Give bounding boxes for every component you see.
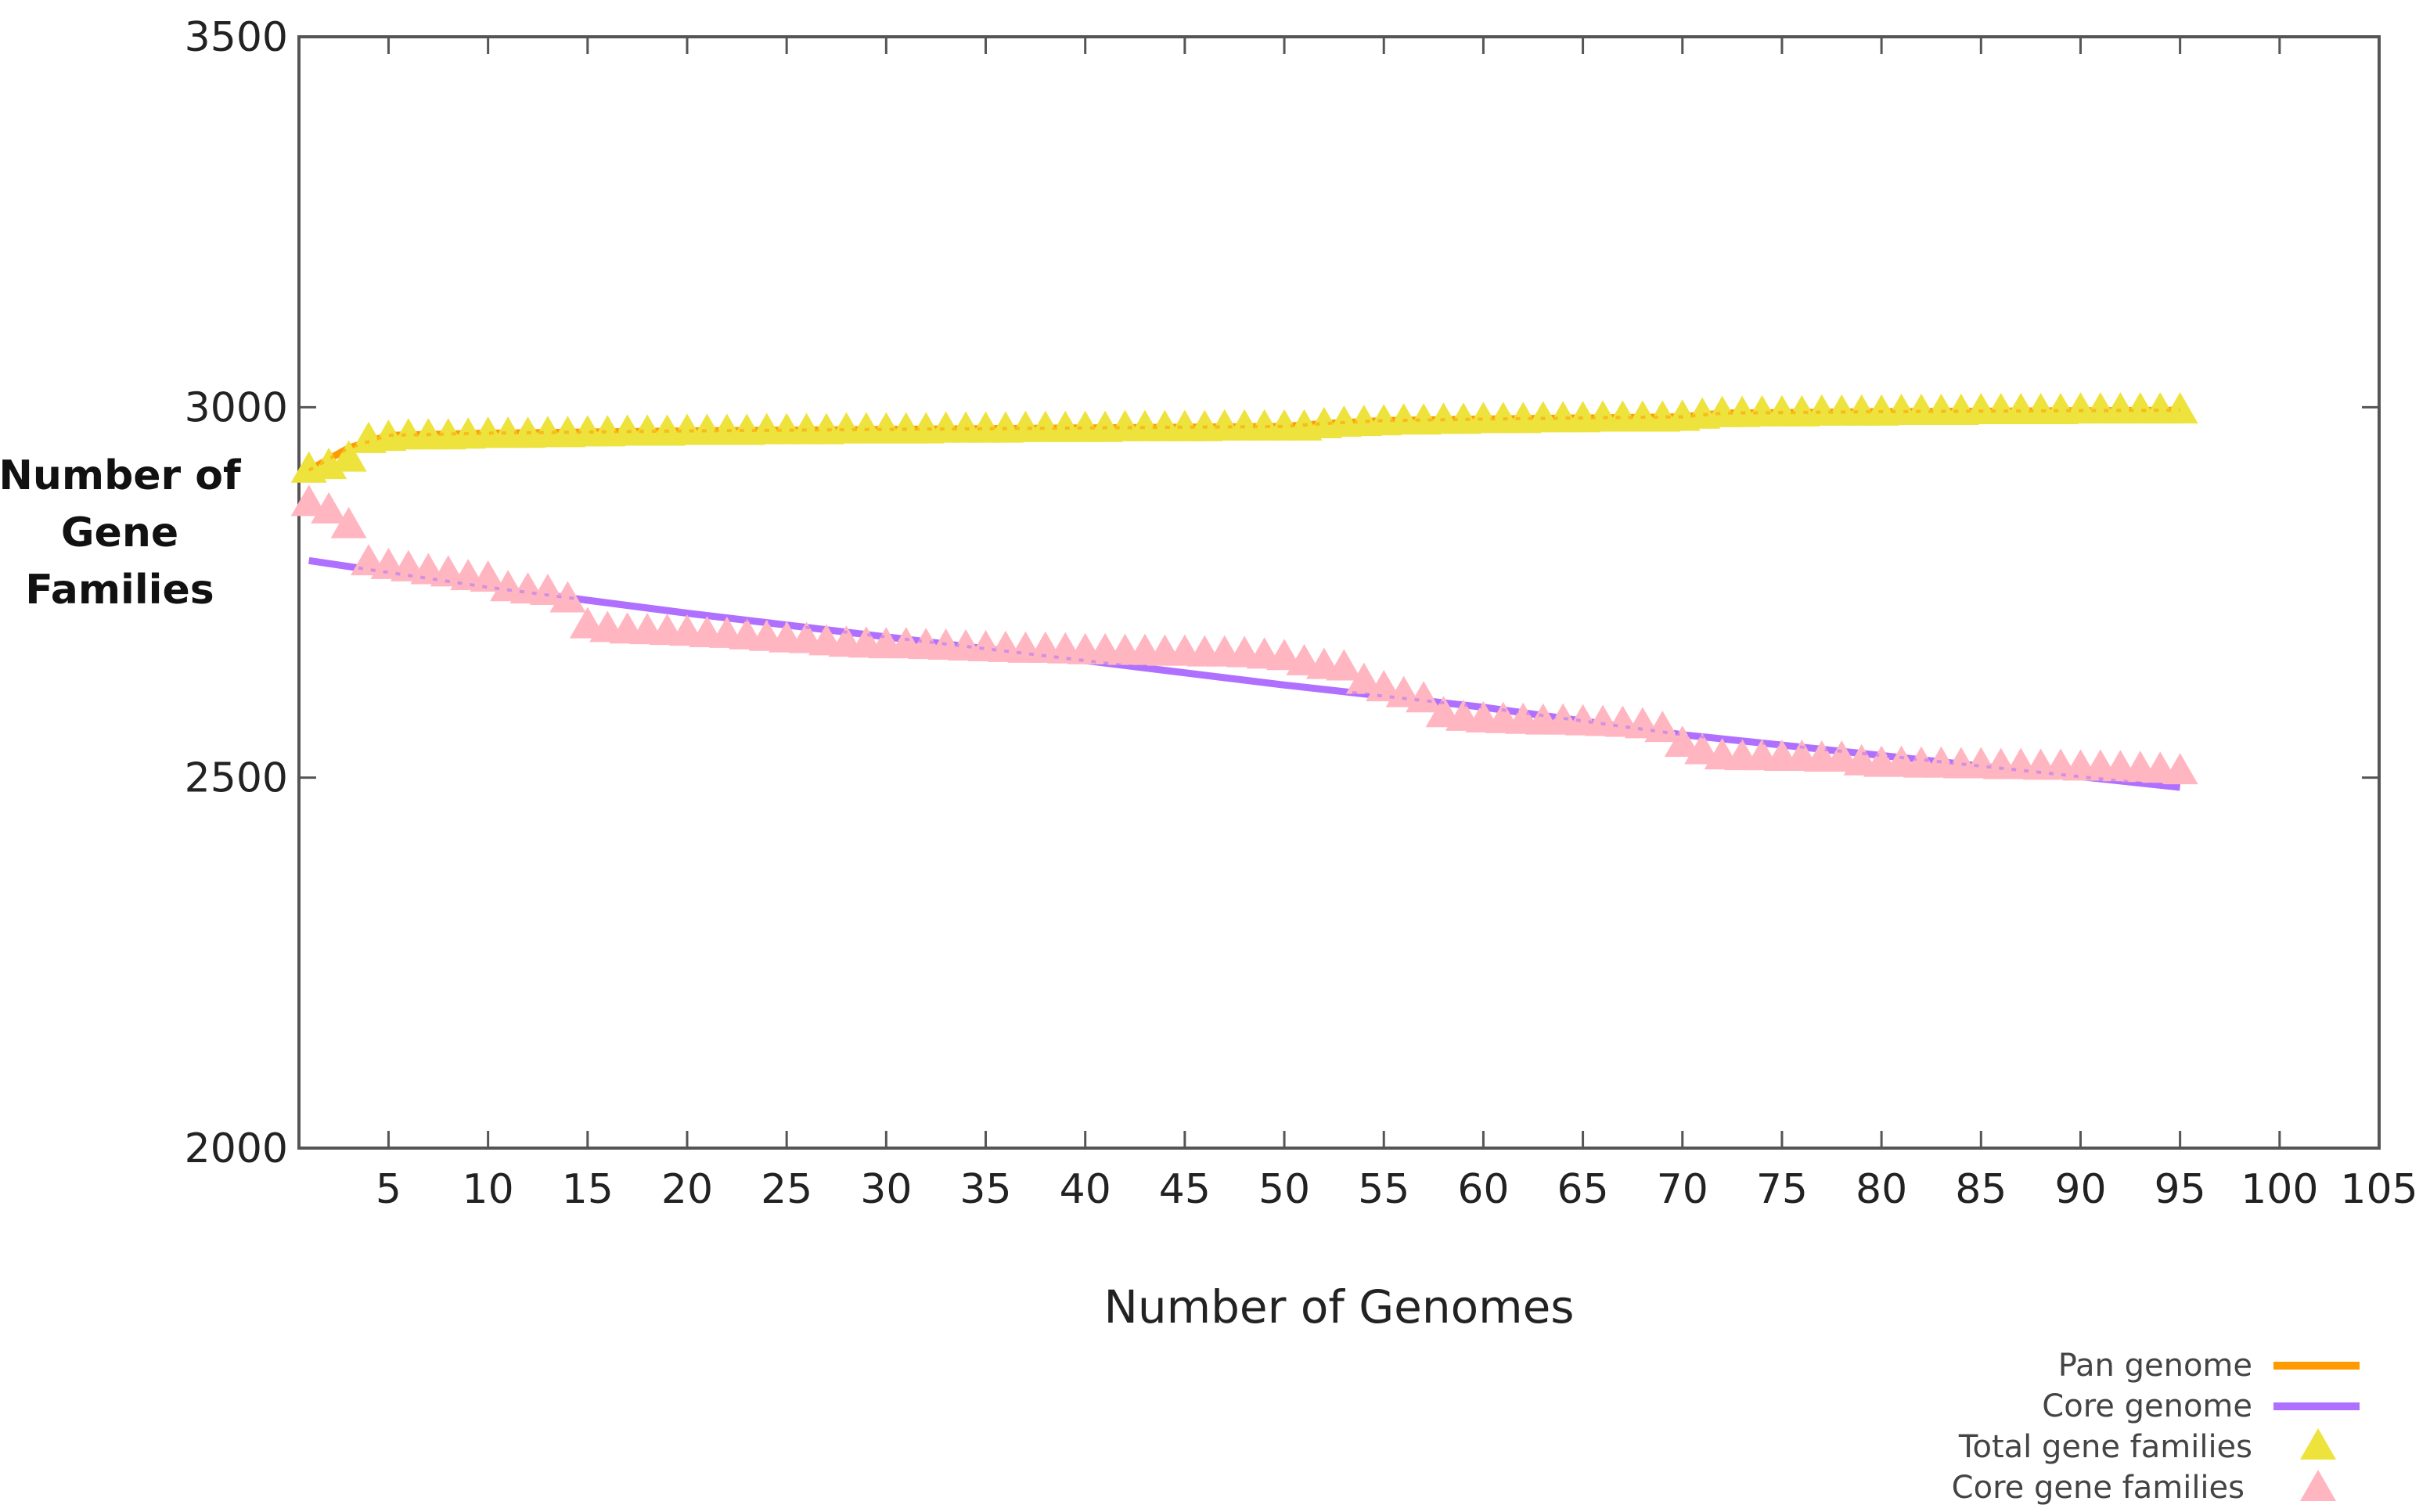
series-markers [290, 392, 2198, 785]
x-tick-label: 60 [1457, 1166, 1509, 1213]
data-point-core-gene-families [1406, 681, 1442, 713]
x-tick-label: 80 [1856, 1166, 1907, 1213]
x-axis-ticks: 5 10 15 20 25 30 35 40 45 50 55 60 65 70 75 80 85 90 95 100… [376, 37, 2418, 1213]
legend-label-total-gene-families: Total gene families [1958, 1429, 2252, 1465]
data-point-core-gene-families [1644, 711, 1681, 743]
legend-label-pan-genome: Pan genome [2058, 1348, 2252, 1384]
x-tick-label: 20 [661, 1166, 713, 1213]
x-tick-label: 105 [2340, 1166, 2417, 1213]
x-tick-label: 25 [761, 1166, 812, 1213]
y-axis-title: Number of Gene Families [0, 452, 242, 614]
data-point-total-gene-families [330, 440, 367, 472]
data-point-core-gene-families [470, 560, 506, 592]
data-point-core-gene-families [1326, 649, 1363, 681]
data-point-core-gene-families [2162, 753, 2198, 785]
y-axis-title-line-3: Families [25, 567, 214, 614]
x-tick-label: 65 [1557, 1166, 1608, 1213]
data-point-core-gene-families [1366, 670, 1402, 702]
data-point-core-gene-families [1385, 675, 1422, 707]
x-tick-label: 100 [2241, 1166, 2318, 1213]
y-tick-label: 2500 [185, 755, 288, 802]
x-tick-label: 15 [562, 1166, 614, 1213]
legend-swatch-total-gene-families [2300, 1428, 2336, 1460]
data-point-core-gene-families [290, 484, 327, 517]
series-markers-total-gene-families [290, 392, 2198, 483]
x-tick-label: 40 [1060, 1166, 1111, 1213]
x-tick-label: 95 [2155, 1166, 2206, 1213]
x-tick-label: 30 [860, 1166, 912, 1213]
x-tick-label: 50 [1258, 1166, 1310, 1213]
data-point-core-gene-families [311, 491, 347, 524]
y-tick-label: 2000 [185, 1125, 288, 1172]
legend-label-core-gene-families: Core gene families [1952, 1470, 2245, 1506]
x-axis-title: Number of Genomes [1103, 1280, 1574, 1334]
y-tick-label: 3500 [185, 14, 288, 61]
legend-label-core-genome: Core genome [2042, 1388, 2252, 1424]
y-axis-title-line-2: Gene [61, 509, 178, 556]
x-tick-label: 5 [376, 1166, 401, 1213]
y-axis-ticks: 2000 2500 3000 3500 [185, 14, 2379, 1172]
y-axis-title-line-1: Number of [0, 452, 242, 499]
data-point-total-gene-families [2162, 392, 2198, 424]
legend: Pan genome Core genome Total gene famili… [1952, 1348, 2360, 1506]
x-tick-label: 35 [959, 1166, 1011, 1213]
data-point-core-gene-families [1684, 733, 1721, 765]
data-point-core-gene-families [1266, 639, 1303, 671]
x-tick-label: 45 [1159, 1166, 1211, 1213]
data-point-core-gene-families [1664, 725, 1701, 758]
plot-frame [297, 35, 2381, 1150]
data-point-core-gene-families [549, 581, 586, 613]
data-point-core-gene-families [330, 506, 367, 538]
x-tick-label: 70 [1657, 1166, 1708, 1213]
y-tick-label: 3000 [185, 384, 288, 431]
legend-swatch-core-gene-families [2300, 1470, 2336, 1501]
series-markers-core-gene-families [290, 484, 2198, 785]
data-point-core-gene-families [1345, 662, 1382, 694]
x-tick-label: 10 [463, 1166, 514, 1213]
x-tick-label: 75 [1756, 1166, 1808, 1213]
x-tick-label: 90 [2054, 1166, 2106, 1213]
x-tick-label: 55 [1358, 1166, 1409, 1213]
x-tick-label: 85 [1955, 1166, 2007, 1213]
